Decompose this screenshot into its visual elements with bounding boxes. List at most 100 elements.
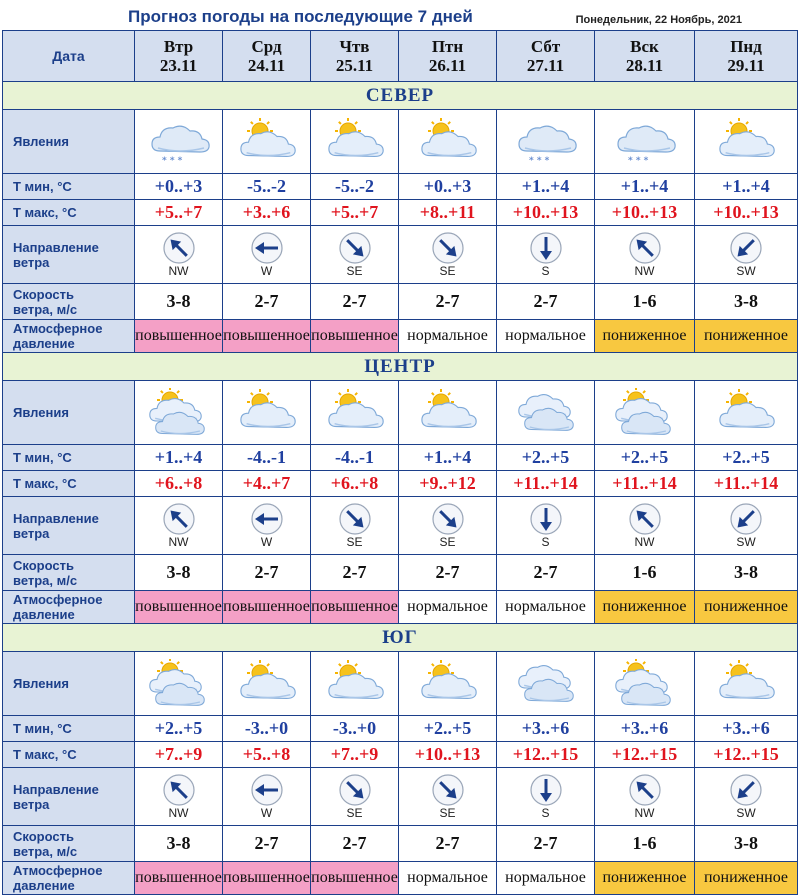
wind-speed-label-text-2: ветра, м/с bbox=[13, 843, 78, 859]
pressure-value: повышенное bbox=[134, 319, 223, 353]
day-header: Птн 26.11 bbox=[398, 30, 497, 82]
phenomena-label-text: Явления bbox=[13, 405, 69, 420]
tmax-value: +5..+8 bbox=[222, 741, 311, 768]
wind-compass-icon bbox=[431, 231, 465, 265]
wind-dir-label: Направление ветра bbox=[2, 767, 135, 826]
weather-cell bbox=[496, 380, 595, 445]
wind-dir-cell: SE bbox=[310, 767, 399, 826]
tmax-value: +11..+14 bbox=[694, 470, 798, 497]
wind-dir-wrap: S bbox=[498, 231, 594, 278]
tmax-value: +11..+14 bbox=[594, 470, 695, 497]
day-header: Срд 24.11 bbox=[222, 30, 311, 82]
wind-speed-value: 2-7 bbox=[496, 825, 595, 862]
tmax-value: +11..+14 bbox=[496, 470, 595, 497]
partly-cloudy-icon bbox=[400, 659, 496, 709]
weather-cell bbox=[222, 109, 311, 174]
tmin-value: -4..-1 bbox=[310, 444, 399, 471]
wind-dir-text: W bbox=[260, 806, 273, 820]
day-date: 29.11 bbox=[727, 56, 765, 75]
wind-speed-value: 2-7 bbox=[496, 283, 595, 320]
tmax-row: Т макс, °С +5..+7 +3..+6 +5..+7 +8..+11 +10..… bbox=[2, 199, 798, 226]
wind-dir-text: SE bbox=[439, 806, 456, 820]
tmin-value: +1..+4 bbox=[134, 444, 223, 471]
page-title: Прогноз погоды на последующие 7 дней bbox=[128, 7, 473, 26]
wind-dir-text: W bbox=[260, 535, 273, 549]
pressure-row: Атмосферное давление повышенное повышенное п… bbox=[2, 590, 798, 624]
wind-speed-label: Скорость ветра, м/с bbox=[2, 554, 135, 591]
tmin-label-text: Т мин, °С bbox=[13, 721, 72, 736]
wind-dir-wrap: NW bbox=[136, 231, 222, 278]
clouds-icon bbox=[498, 388, 594, 438]
tmin-value: +1..+4 bbox=[594, 173, 695, 200]
weather-cell bbox=[398, 109, 497, 174]
tmin-value: +2..+5 bbox=[496, 444, 595, 471]
wind-dir-wrap: S bbox=[498, 502, 594, 549]
pressure-value: повышенное bbox=[134, 590, 223, 624]
wind-dir-wrap: W bbox=[224, 502, 310, 549]
wind-dir-wrap: SE bbox=[312, 773, 398, 820]
wind-compass-icon bbox=[162, 231, 196, 265]
wind-dir-cell: SW bbox=[694, 225, 798, 284]
wind-compass-icon bbox=[250, 231, 284, 265]
wind-compass-icon bbox=[338, 773, 372, 807]
wind-dir-cell: NW bbox=[594, 767, 695, 826]
pressure-value: пониженное bbox=[694, 590, 798, 624]
tmax-value: +6..+8 bbox=[310, 470, 399, 497]
wind-compass-icon bbox=[338, 231, 372, 265]
wind-dir-wrap: NW bbox=[596, 502, 694, 549]
wind-dir-text: SE bbox=[439, 535, 456, 549]
weather-cell bbox=[310, 109, 399, 174]
wind-speed-label-text: Скорость bbox=[13, 557, 74, 573]
wind-dir-text: SE bbox=[346, 806, 363, 820]
wind-dir-text: SE bbox=[346, 264, 363, 278]
date-header-label: Дата bbox=[2, 30, 135, 82]
wind-dir-label: Направление ветра bbox=[2, 496, 135, 555]
tmin-label: Т мин, °С bbox=[2, 715, 135, 742]
weather-cell bbox=[222, 380, 311, 445]
day-name: Сбт bbox=[530, 37, 561, 56]
tmin-value: +2..+5 bbox=[398, 715, 497, 742]
tmin-value: +1..+4 bbox=[398, 444, 497, 471]
pressure-value: нормальное bbox=[398, 861, 497, 895]
pressure-label-text: Атмосферное bbox=[13, 592, 103, 607]
wind-dir-cell: NW bbox=[594, 225, 695, 284]
sun-clouds-icon bbox=[596, 658, 694, 709]
wind-dir-wrap: SE bbox=[312, 502, 398, 549]
wind-speed-row: Скорость ветра, м/с 3-8 2-7 2-7 2-7 2-7 1-6 3-8 bbox=[2, 283, 798, 320]
wind-dir-wrap: SE bbox=[400, 773, 496, 820]
wind-compass-icon bbox=[628, 773, 662, 807]
tmin-value: +3..+6 bbox=[496, 715, 595, 742]
weather-cell bbox=[310, 651, 399, 716]
wind-dir-label-text-2: ветра bbox=[13, 796, 50, 812]
wind-dir-text: W bbox=[260, 264, 273, 278]
phenomena-row: Явления * * * * * * * * * bbox=[2, 109, 798, 174]
tmin-value: -3..+0 bbox=[222, 715, 311, 742]
pressure-value: повышенное bbox=[310, 861, 399, 895]
region-title: СЕВЕР bbox=[2, 81, 798, 110]
partly-cloudy-icon bbox=[696, 117, 797, 167]
wind-dir-text: SW bbox=[736, 806, 756, 820]
wind-dir-label: Направление ветра bbox=[2, 225, 135, 284]
wind-dir-row: Направление ветра NW W SE SE S NW bbox=[2, 225, 798, 284]
day-name: Птн bbox=[431, 37, 464, 56]
wind-dir-text: NW bbox=[634, 535, 655, 549]
wind-dir-cell: S bbox=[496, 225, 595, 284]
weather-cell: * * * bbox=[496, 109, 595, 174]
tmax-label-text: Т макс, °С bbox=[13, 476, 77, 491]
pressure-label-text-2: давление bbox=[13, 878, 75, 893]
tmin-row: Т мин, °С +0..+3 -5..-2 -5..-2 +0..+3 +1..+4 +… bbox=[2, 173, 798, 200]
pressure-value: нормальное bbox=[496, 590, 595, 624]
region-title: ЮГ bbox=[2, 623, 798, 652]
wind-speed-value: 2-7 bbox=[310, 825, 399, 862]
tmin-value: +2..+5 bbox=[594, 444, 695, 471]
wind-dir-text: NW bbox=[634, 264, 655, 278]
wind-dir-cell: W bbox=[222, 225, 311, 284]
wind-dir-cell: S bbox=[496, 767, 595, 826]
wind-dir-text: NW bbox=[168, 535, 189, 549]
wind-dir-row: Направление ветра NW W SE SE S NW bbox=[2, 496, 798, 555]
wind-speed-label-text: Скорость bbox=[13, 286, 74, 302]
pressure-label-text-2: давление bbox=[13, 336, 75, 351]
pressure-value: повышенное bbox=[310, 590, 399, 624]
wind-dir-cell: SW bbox=[694, 767, 798, 826]
pressure-value: пониженное bbox=[594, 319, 695, 353]
